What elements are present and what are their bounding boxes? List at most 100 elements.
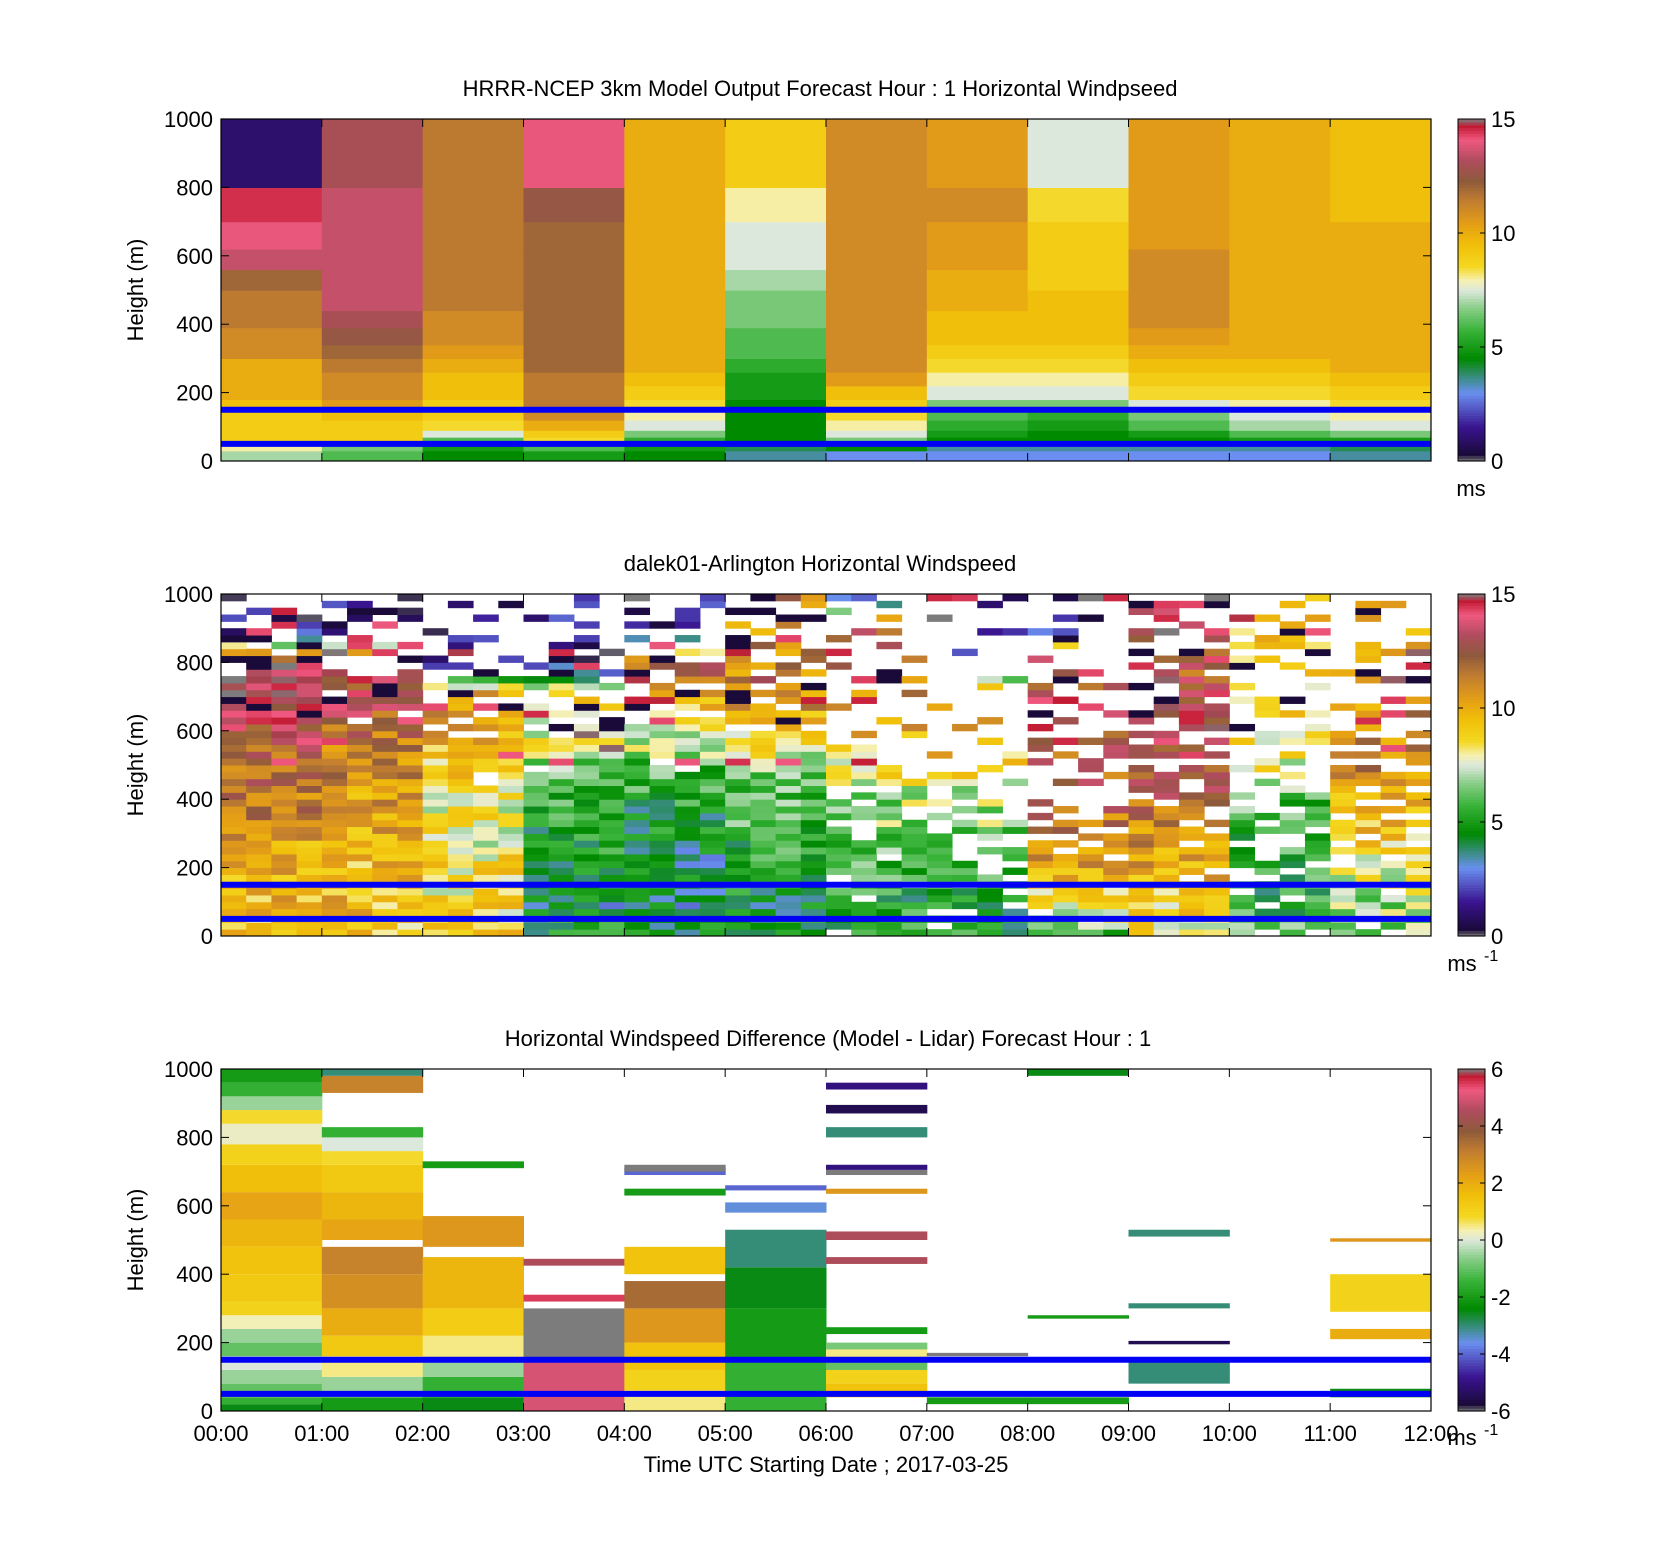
heatmap-cell xyxy=(674,894,701,903)
heatmap-cell xyxy=(826,1231,928,1240)
heatmap-cell xyxy=(750,867,777,875)
heatmap-cell xyxy=(800,771,827,780)
heatmap-cell xyxy=(1078,778,1104,787)
heatmap-cell xyxy=(826,635,852,643)
heatmap-cell xyxy=(851,867,877,875)
colorbar-swatch xyxy=(1458,1325,1485,1329)
heatmap-cell xyxy=(1128,662,1155,670)
heatmap-cell xyxy=(674,723,701,732)
heatmap-cell xyxy=(1178,703,1205,711)
heatmap-cell xyxy=(347,888,373,896)
colorbar-unit: ms xyxy=(1447,951,1476,976)
colorbar-swatch xyxy=(1458,290,1485,294)
heatmap-cell xyxy=(800,826,827,834)
colorbar-swatch xyxy=(1458,204,1485,208)
heatmap-cell xyxy=(750,929,777,936)
heatmap-cell xyxy=(1128,269,1230,291)
heatmap-cell xyxy=(800,799,827,807)
colorbar-swatch xyxy=(1458,1299,1485,1304)
colorbar-swatch xyxy=(1458,1339,1485,1344)
colorbar-swatch xyxy=(1458,1288,1485,1292)
heatmap-cell xyxy=(599,737,625,745)
colorbar-swatch xyxy=(1458,287,1485,291)
heatmap-cell xyxy=(901,730,928,739)
reference-lines xyxy=(221,1356,1431,1397)
heatmap-cell xyxy=(624,437,726,445)
heatmap-cell xyxy=(548,758,575,766)
heatmap-cell xyxy=(221,655,247,663)
heatmap-cell xyxy=(1304,819,1331,828)
heatmap-cell xyxy=(296,819,323,828)
heatmap-cell xyxy=(826,290,928,312)
heatmap-cell xyxy=(1229,929,1256,936)
heatmap-cell xyxy=(1128,1359,1230,1384)
heatmap-cell xyxy=(1405,894,1431,903)
heatmap-cell xyxy=(498,655,524,663)
heatmap-cell xyxy=(321,867,348,875)
heatmap-cell xyxy=(397,901,424,910)
heatmap-cell xyxy=(271,710,298,718)
heatmap-cell xyxy=(725,833,751,841)
colorbar-swatch xyxy=(1458,270,1485,274)
heatmap-cell xyxy=(221,628,247,636)
heatmap-cell xyxy=(699,840,726,848)
heatmap-cell xyxy=(725,778,751,787)
colorbar-swatch xyxy=(1458,250,1485,254)
heatmap-cell xyxy=(750,922,777,930)
heatmap-cell xyxy=(1380,806,1407,814)
heatmap-cell xyxy=(1128,290,1230,312)
heatmap-cell xyxy=(573,703,600,711)
heatmap-cell xyxy=(1229,450,1331,461)
heatmap-cell xyxy=(1330,248,1431,271)
heatmap-cell xyxy=(1128,833,1155,841)
heatmap-cell xyxy=(750,874,777,882)
heatmap-cell xyxy=(674,819,701,828)
colorbar-tick-label: 4 xyxy=(1491,1114,1503,1139)
heatmap-cell xyxy=(901,676,928,684)
heatmap-cell xyxy=(321,730,348,739)
colorbar-tick-label: 10 xyxy=(1491,221,1515,246)
heatmap-cell xyxy=(372,676,398,684)
heatmap-cell xyxy=(876,792,903,800)
heatmap-cell xyxy=(271,696,298,704)
colorbar-swatch xyxy=(1458,375,1485,379)
heatmap-cell xyxy=(699,662,726,670)
heatmap-cell xyxy=(1204,778,1230,787)
heatmap-cell xyxy=(321,888,348,896)
colorbar-swatch xyxy=(1458,347,1485,351)
heatmap-cell xyxy=(1355,819,1382,828)
heatmap-cell xyxy=(1254,860,1281,869)
heatmap-cell xyxy=(1405,901,1431,910)
heatmap-cell xyxy=(573,860,600,869)
heatmap-cell xyxy=(826,1342,928,1350)
heatmap-cell xyxy=(1153,860,1180,869)
panel-windspeed-difference: Horizontal Windspeed Difference (Model -… xyxy=(123,1026,1511,1450)
heatmap-cell xyxy=(447,600,474,609)
heatmap-cell xyxy=(1229,908,1256,916)
heatmap-cell xyxy=(1330,874,1356,882)
heatmap-cell xyxy=(800,730,827,739)
heatmap-cell xyxy=(1380,771,1407,780)
y-tick-label: 200 xyxy=(176,856,213,881)
heatmap-cell xyxy=(1128,901,1155,910)
heatmap-cell xyxy=(1052,888,1079,896)
heatmap-cell xyxy=(826,847,852,855)
heatmap-cell xyxy=(1052,669,1079,677)
colorbar-swatch xyxy=(1458,272,1485,277)
heatmap-cell xyxy=(725,187,827,223)
heatmap-cell xyxy=(321,1069,424,1076)
heatmap-cell xyxy=(422,310,525,329)
heatmap-cell xyxy=(1128,751,1155,759)
heatmap-cell xyxy=(649,723,676,732)
heatmap-cell xyxy=(271,929,298,936)
heatmap-cell xyxy=(422,778,449,787)
x-tick-label: 03:00 xyxy=(496,1421,551,1446)
colorbar-swatch xyxy=(1458,318,1485,322)
heatmap-cell xyxy=(296,840,323,848)
heatmap-cell xyxy=(321,385,424,401)
heatmap-cell xyxy=(901,826,928,834)
heatmap-cell xyxy=(1355,737,1382,745)
heatmap-cell xyxy=(1052,853,1079,862)
heatmap-cell xyxy=(221,443,323,452)
heatmap-cell xyxy=(523,799,550,807)
